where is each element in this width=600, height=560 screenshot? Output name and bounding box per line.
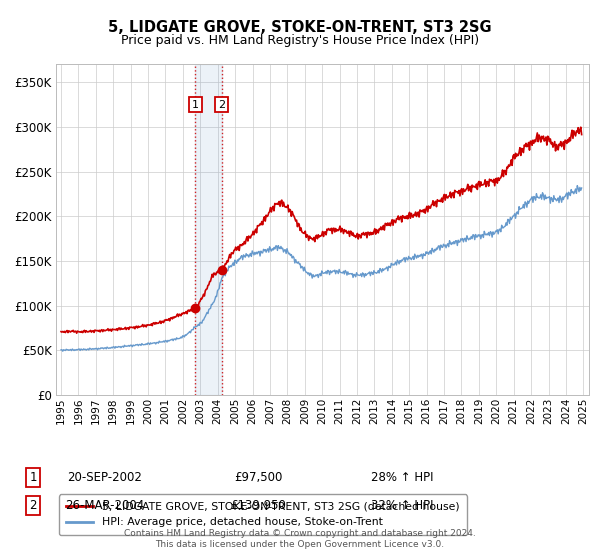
Text: 1: 1: [29, 470, 37, 484]
Text: £139,950: £139,950: [230, 498, 286, 512]
Text: Price paid vs. HM Land Registry's House Price Index (HPI): Price paid vs. HM Land Registry's House …: [121, 34, 479, 46]
Text: 2: 2: [29, 498, 37, 512]
Text: £97,500: £97,500: [234, 470, 282, 484]
Text: 1: 1: [192, 100, 199, 110]
Text: 32% ↑ HPI: 32% ↑ HPI: [371, 498, 433, 512]
Text: This data is licensed under the Open Government Licence v3.0.: This data is licensed under the Open Gov…: [155, 540, 445, 549]
Text: 5, LIDGATE GROVE, STOKE-ON-TRENT, ST3 2SG: 5, LIDGATE GROVE, STOKE-ON-TRENT, ST3 2S…: [108, 20, 492, 35]
Text: 2: 2: [218, 100, 225, 110]
Text: 26-MAR-2004: 26-MAR-2004: [65, 498, 145, 512]
Text: Contains HM Land Registry data © Crown copyright and database right 2024.: Contains HM Land Registry data © Crown c…: [124, 529, 476, 538]
Text: 28% ↑ HPI: 28% ↑ HPI: [371, 470, 433, 484]
Bar: [196, 64, 222, 395]
Legend: 5, LIDGATE GROVE, STOKE-ON-TRENT, ST3 2SG (detached house), HPI: Average price, : 5, LIDGATE GROVE, STOKE-ON-TRENT, ST3 2S…: [59, 494, 467, 535]
Text: 20-SEP-2002: 20-SEP-2002: [68, 470, 142, 484]
